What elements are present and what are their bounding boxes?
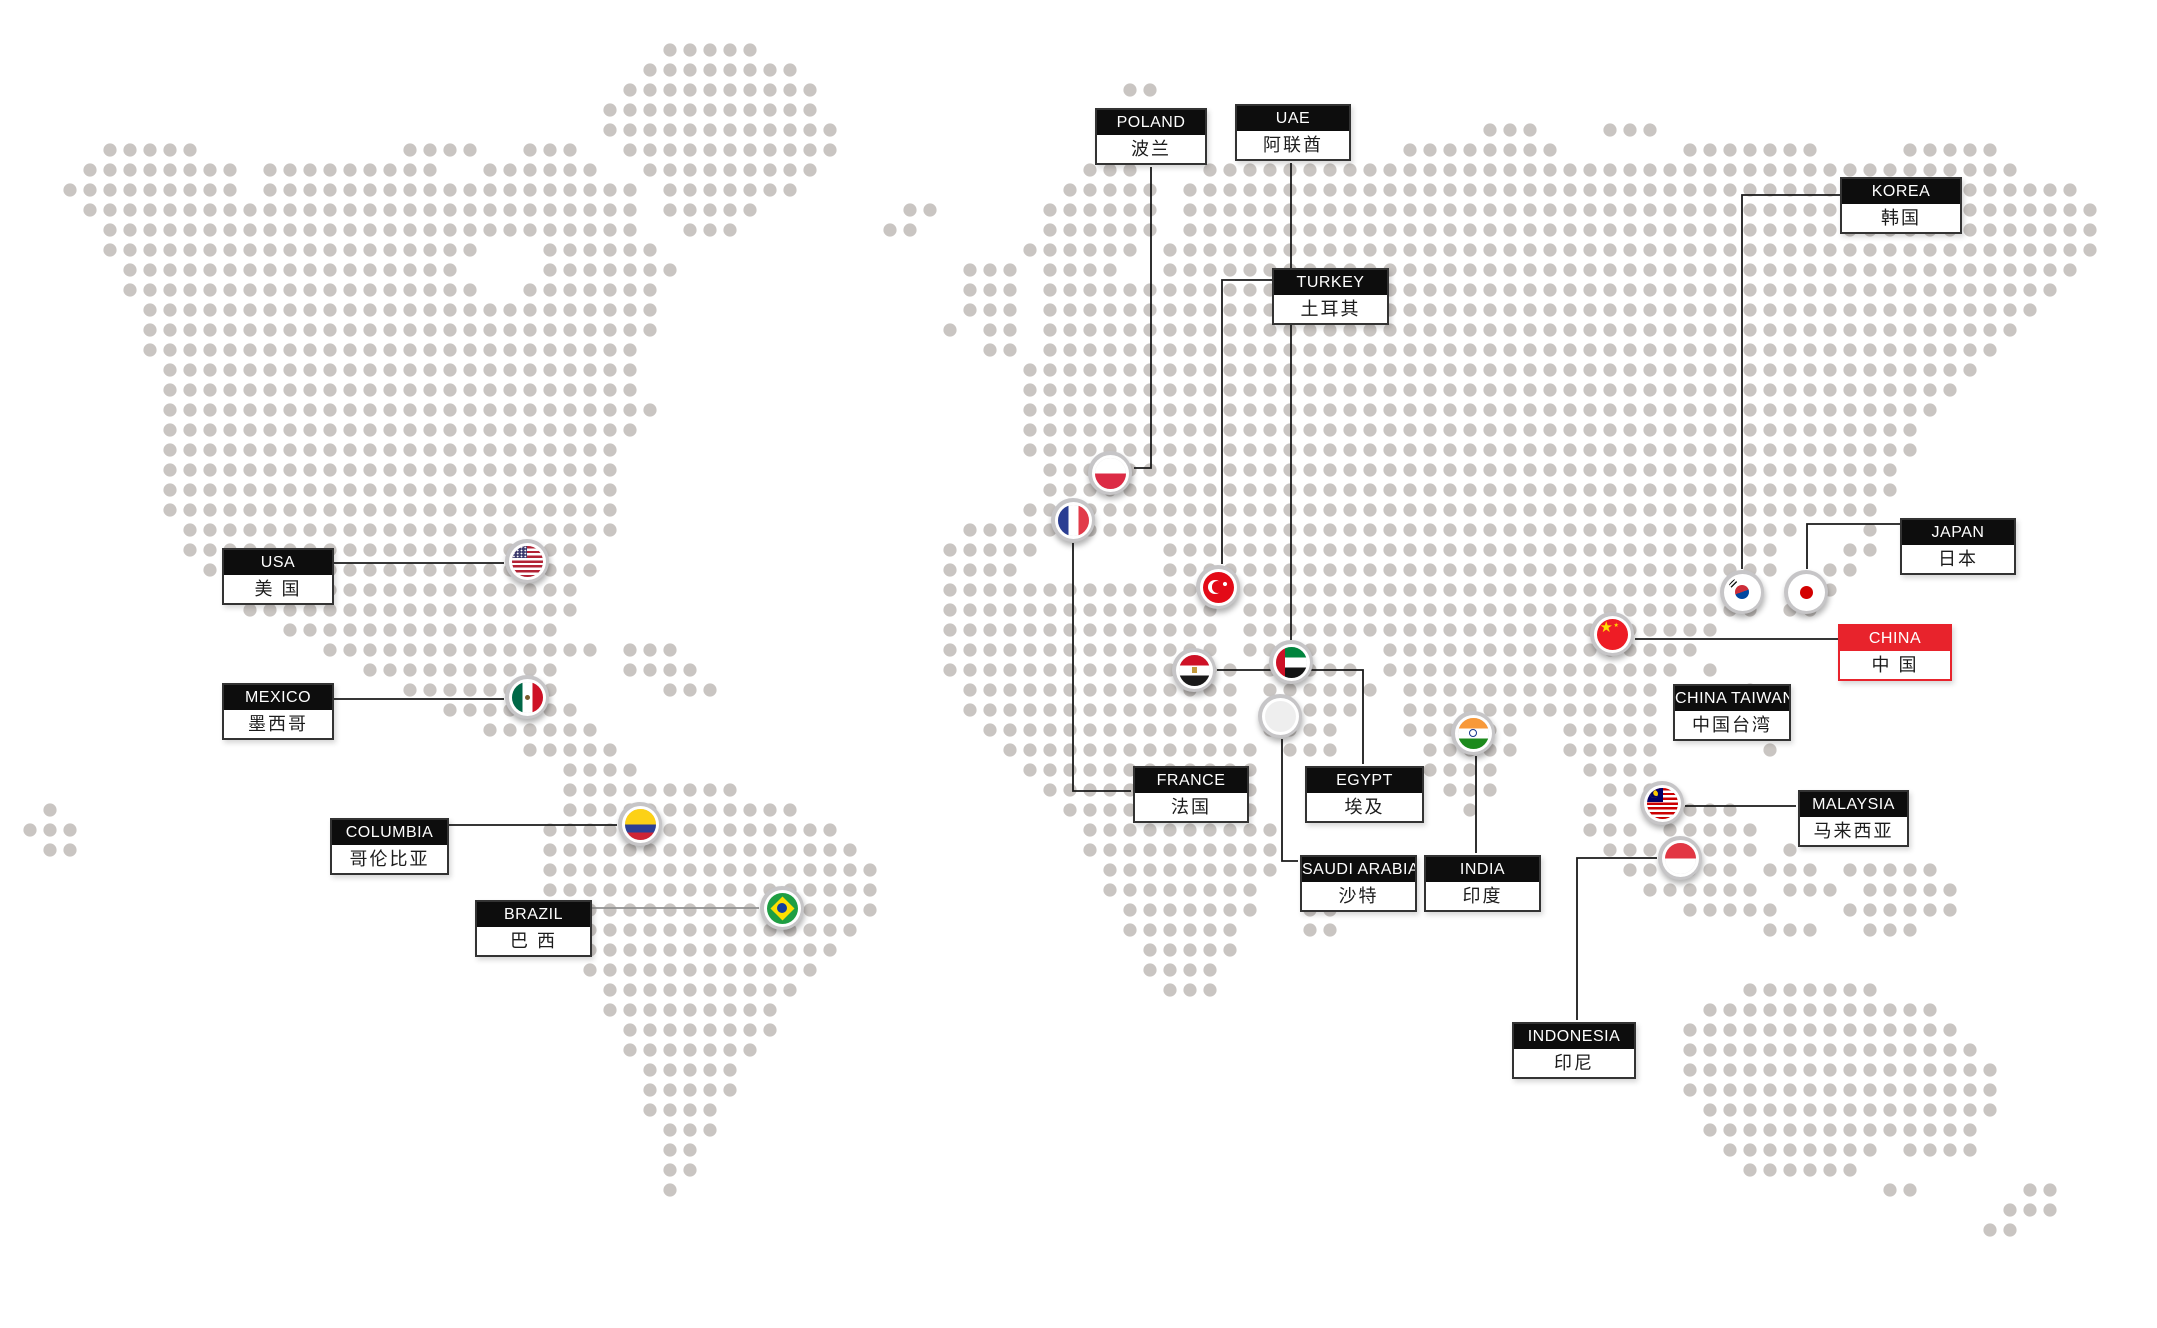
country-label-india: INDIA 印度 — [1424, 855, 1541, 912]
malaysia-marker — [1640, 781, 1684, 825]
saudi-arabia-flag-icon — [1264, 700, 1296, 732]
japan-flag-icon — [1790, 576, 1822, 608]
country-name-en: COLUMBIA — [332, 820, 447, 845]
egypt-flag-icon — [1178, 654, 1210, 686]
country-name-zh: 哥伦比亚 — [349, 849, 430, 869]
country-name-zh: 美 国 — [254, 579, 302, 599]
country-label-japan: JAPAN 日本 — [1900, 518, 2016, 575]
country-name-en: INDIA — [1426, 857, 1539, 882]
brazil-flag-icon — [766, 892, 798, 924]
country-name-zh: 埃及 — [1344, 797, 1385, 817]
country-label-france: FRANCE 法国 — [1133, 766, 1249, 823]
country-name-en: MALAYSIA — [1800, 792, 1907, 817]
malaysia-flag-icon — [1646, 787, 1678, 819]
country-label-china_taiwan: CHINA TAIWAN 中国台湾 — [1673, 684, 1791, 741]
country-label-usa: USA 美 国 — [222, 548, 334, 605]
japan-marker — [1784, 570, 1828, 614]
connector-line-saudi_arabia — [1281, 739, 1298, 862]
country-name-en: CHINA TAIWAN — [1675, 686, 1789, 711]
country-name-en: BRAZIL — [477, 902, 590, 927]
colombia-flag-icon — [624, 808, 656, 840]
country-name-en: INDONESIA — [1514, 1024, 1634, 1049]
country-name-zh: 中 国 — [1871, 655, 1919, 675]
turkey-marker — [1196, 565, 1240, 609]
country-name-zh: 墨西哥 — [248, 714, 308, 734]
saudi_arabia-marker — [1258, 694, 1302, 738]
connector-line-egypt — [1217, 669, 1364, 764]
country-label-china: CHINA 中 国 — [1838, 624, 1952, 681]
country-label-indonesia: INDONESIA 印尼 — [1512, 1022, 1636, 1079]
connector-line-indonesia — [1576, 857, 1657, 1020]
country-name-zh: 印尼 — [1554, 1053, 1594, 1073]
korea-flag-icon — [1726, 576, 1758, 608]
poland-flag-icon — [1094, 457, 1126, 489]
mexico-flag-icon — [511, 681, 543, 713]
country-label-brazil: BRAZIL 巴 西 — [475, 900, 592, 957]
usa-marker — [505, 539, 549, 583]
turkey-flag-icon — [1202, 571, 1234, 603]
brazil-marker — [760, 886, 804, 930]
connector-line-japan — [1806, 523, 1900, 569]
india-marker — [1451, 711, 1495, 755]
country-name-en: TURKEY — [1274, 270, 1387, 295]
mexico-marker — [505, 675, 549, 719]
country-name-zh: 巴 西 — [509, 931, 557, 951]
country-name-en: EGYPT — [1307, 768, 1422, 793]
country-name-zh: 波兰 — [1131, 139, 1171, 159]
country-label-saudi_arabia: SAUDI ARABIA 沙特 — [1300, 855, 1417, 912]
country-name-en: UAE — [1237, 106, 1349, 131]
connector-line-turkey — [1221, 279, 1272, 564]
country-label-mexico: MEXICO 墨西哥 — [222, 683, 334, 740]
country-name-en: MEXICO — [224, 685, 332, 710]
india-flag-icon — [1457, 717, 1489, 749]
country-name-en: SAUDI ARABIA — [1302, 857, 1415, 882]
indonesia-flag-icon — [1664, 842, 1696, 874]
country-name-zh: 韩国 — [1881, 208, 1921, 228]
indonesia-marker — [1658, 836, 1702, 880]
country-label-turkey: TURKEY 土耳其 — [1272, 268, 1389, 325]
china-flag-icon — [1596, 618, 1628, 650]
columbia-marker — [618, 802, 662, 846]
country-label-egypt: EGYPT 埃及 — [1305, 766, 1424, 823]
korea-marker — [1720, 570, 1764, 614]
connector-line-france — [1072, 543, 1131, 792]
country-name-en: FRANCE — [1135, 768, 1247, 793]
connector-line-poland — [1134, 167, 1152, 469]
country-name-en: JAPAN — [1902, 520, 2014, 545]
country-name-zh: 阿联酋 — [1263, 135, 1323, 155]
country-name-zh: 日本 — [1938, 549, 1978, 569]
country-name-en: POLAND — [1097, 110, 1205, 135]
country-name-zh: 马来西亚 — [1813, 821, 1894, 841]
uae-flag-icon — [1275, 646, 1307, 678]
france-flag-icon — [1057, 504, 1089, 536]
country-label-columbia: COLUMBIA 哥伦比亚 — [330, 818, 449, 875]
china-marker — [1590, 612, 1634, 656]
country-name-en: CHINA — [1840, 626, 1950, 651]
france-marker — [1051, 498, 1095, 542]
country-name-en: KOREA — [1842, 179, 1960, 204]
usa-flag-icon — [511, 545, 543, 577]
uae-marker — [1269, 640, 1313, 684]
country-name-zh: 中国台湾 — [1692, 715, 1772, 735]
country-name-zh: 法国 — [1171, 797, 1211, 817]
connector-line-korea — [1741, 194, 1840, 569]
poland-marker — [1088, 451, 1132, 495]
country-name-zh: 沙特 — [1338, 886, 1379, 906]
country-label-malaysia: MALAYSIA 马来西亚 — [1798, 790, 1909, 847]
country-name-zh: 印度 — [1462, 886, 1503, 906]
egypt-marker — [1172, 648, 1216, 692]
country-label-uae: UAE 阿联酋 — [1235, 104, 1351, 161]
country-label-poland: POLAND 波兰 — [1095, 108, 1207, 165]
country-name-zh: 土耳其 — [1300, 299, 1361, 319]
country-name-en: USA — [224, 550, 332, 575]
country-label-korea: KOREA 韩国 — [1840, 177, 1962, 234]
